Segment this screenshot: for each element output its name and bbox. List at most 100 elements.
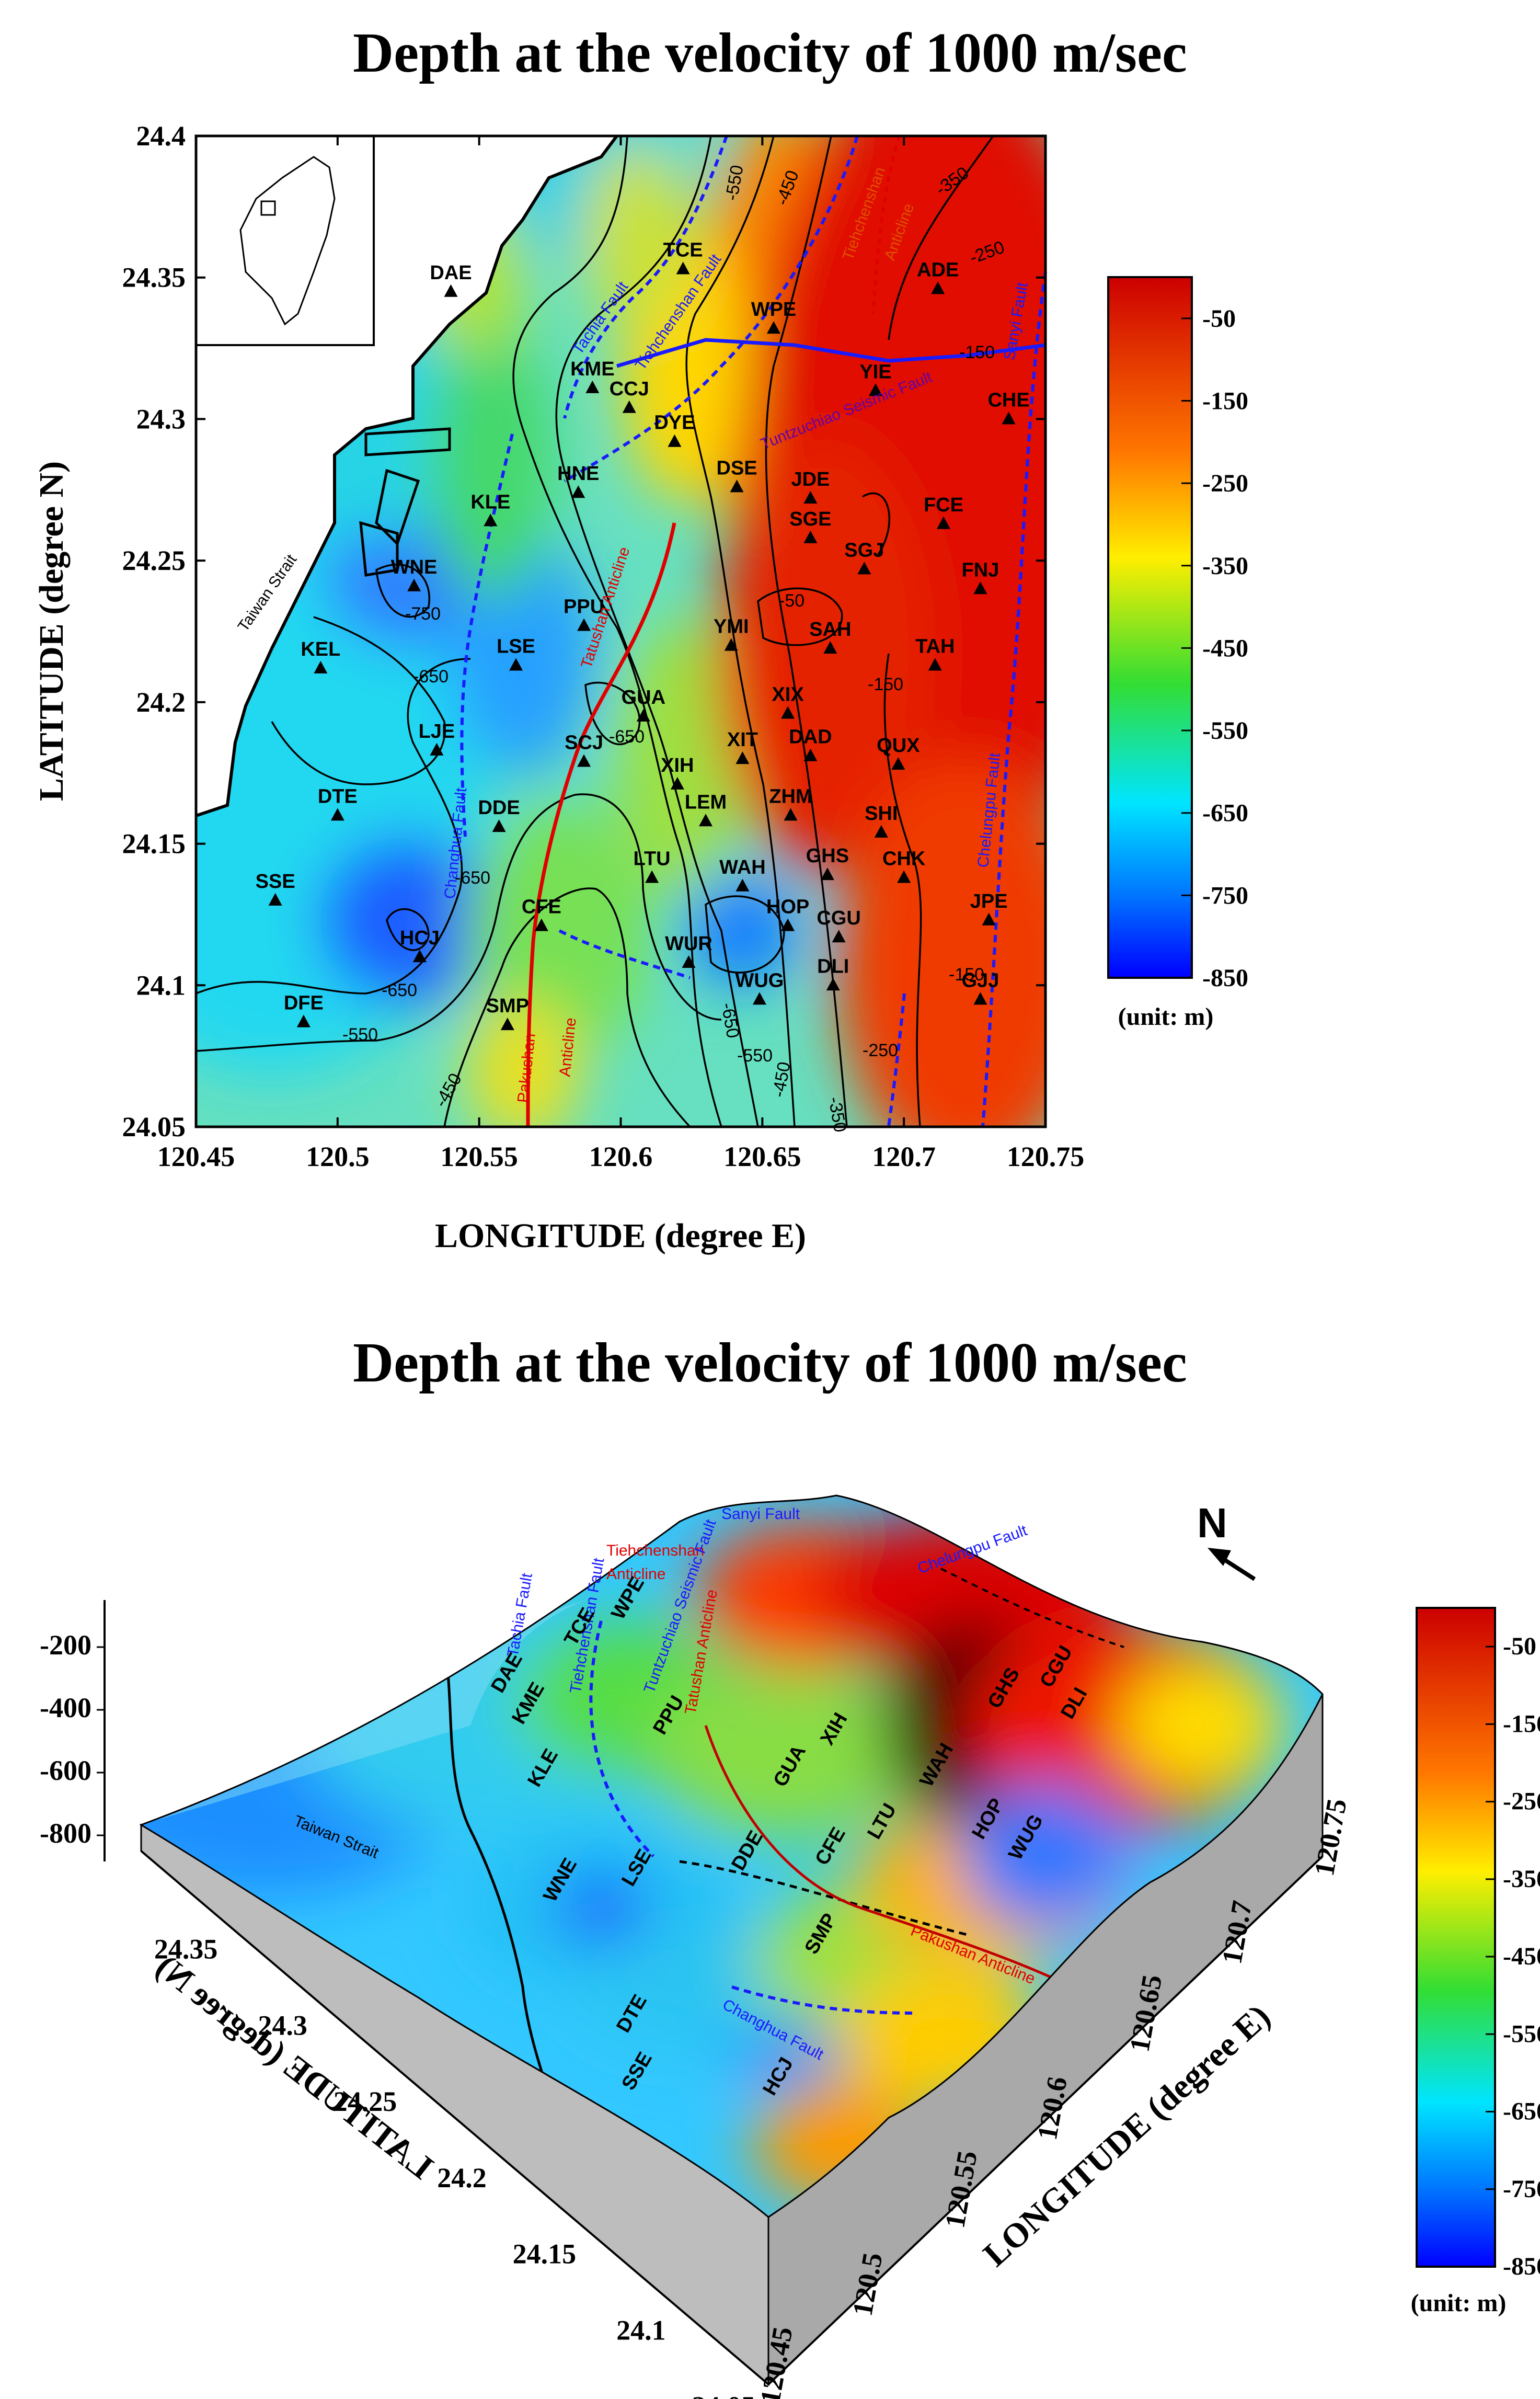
station-marker: [682, 955, 696, 968]
colorbar-tick-label: -450: [1202, 634, 1248, 662]
station-marker: [857, 562, 871, 575]
colorbar-3d-tick-label: -850: [1503, 2253, 1540, 2280]
colorbar-tick-label: -50: [1202, 305, 1236, 333]
colorbar-3d-ticks: -50 -150 -250 -350 -450 -550 -650 -750 -850: [1486, 1632, 1540, 2280]
z-tick-label: -800: [40, 1818, 91, 1849]
y-axis-ticks: 24.05 24.1 24.15 24.2 24.25 24.3 24.35 24.4: [122, 120, 1045, 1143]
heatmap-field: [196, 136, 1045, 1127]
station-label: YMI: [714, 616, 749, 638]
y-tick-label: 24.15: [122, 828, 186, 860]
station-marker: [823, 641, 837, 654]
station-label: QUX: [877, 735, 920, 757]
x-axis-title: LONGITUDE (degree E): [435, 1217, 806, 1255]
svg-text:-750: -750: [405, 604, 441, 624]
colorbar-tick-label: -550: [1202, 717, 1248, 745]
station-marker: [534, 918, 548, 931]
station-marker: [869, 383, 882, 396]
colorbar-ticks: -50 -150 -250 -350 -450 -550 -650 -750 -850: [1181, 305, 1248, 992]
station-marker: [330, 808, 344, 821]
station-label: KLE: [470, 491, 510, 513]
x-axis-ticks: 120.45 120.5 120.55 120.6 120.65 120.7 120.75: [157, 136, 1085, 1172]
station-label: ZHM: [769, 785, 812, 807]
station-marker: [670, 776, 684, 790]
station-marker: [803, 491, 818, 504]
colorbar: [1107, 276, 1193, 979]
station-label: SCJ: [565, 732, 603, 754]
x-tick-label: 120.75: [1007, 1141, 1085, 1172]
station-label: SGJ: [844, 539, 884, 561]
svg-text:Anticline: Anticline: [606, 1566, 665, 1583]
station-label: GJJ: [962, 969, 999, 991]
station-label: KME: [570, 358, 614, 380]
station-marker: [832, 930, 846, 943]
station-label: CHE: [987, 389, 1029, 411]
surface-field: [141, 1495, 1323, 2217]
station-marker: [973, 581, 987, 595]
colorbar-3d-tick-label: -150: [1503, 1710, 1540, 1738]
station-marker: [500, 1018, 514, 1031]
lat-tick-label-3d: 24.3: [258, 2009, 307, 2041]
y-tick-label: 24.05: [122, 1111, 186, 1143]
station-label: WUG: [735, 969, 784, 991]
station-label: DSE: [717, 457, 757, 479]
lat-tick-label-3d: 24.35: [154, 1934, 218, 1965]
station-label: SHI: [865, 803, 898, 825]
svg-text:-650: -650: [455, 868, 490, 888]
station-marker: [803, 530, 818, 543]
station-label: XIH: [661, 755, 694, 776]
svg-text:-550: -550: [737, 1046, 773, 1066]
station-label: ADE: [917, 259, 959, 281]
station-marker: [668, 434, 682, 447]
colorbar-tick-label: -850: [1202, 964, 1248, 992]
fault-lines: [460, 135, 1047, 1127]
station-marker: [891, 757, 905, 770]
station-marker: [730, 479, 744, 493]
station-marker: [931, 281, 945, 294]
station-label: JDE: [791, 469, 830, 490]
station-marker: [636, 709, 650, 722]
y-tick-label: 24.3: [136, 403, 186, 435]
surface-outline: [139, 1494, 1324, 2218]
bottom-chart-title: Depth at the velocity of 1000 m/sec: [353, 1332, 1187, 1394]
svg-text:-650: -650: [609, 727, 645, 747]
colorbar-3d-tick-label: -250: [1503, 1788, 1540, 1815]
colorbar-3d-tick-label: -650: [1503, 2098, 1540, 2126]
station-label: TAH: [915, 635, 955, 657]
station-marker: [735, 751, 750, 764]
station-label: SGE: [789, 508, 831, 530]
station-marker: [268, 893, 282, 906]
svg-text:-650: -650: [382, 980, 417, 1000]
station-label: CGU: [817, 907, 860, 929]
lat-tick-label-3d: 24.2: [437, 2162, 487, 2194]
station-label: WAH: [719, 856, 766, 878]
inset-taiwan-map: [195, 135, 375, 346]
station-label: CHK: [882, 848, 926, 870]
station-marker: [897, 870, 911, 883]
svg-text:-50: -50: [779, 591, 805, 611]
station-label: JPE: [970, 890, 1008, 912]
station-label: TCE: [663, 239, 703, 261]
station-label: SMP: [486, 995, 529, 1017]
colorbar-3d-unit: (unit: m): [1411, 2289, 1507, 2317]
station-label: DYE: [654, 412, 695, 434]
colorbar-3d-tick-label: -550: [1503, 2020, 1540, 2048]
station-marker: [928, 658, 942, 671]
lat-tick-label-3d: 24.25: [334, 2086, 397, 2117]
station-marker: [767, 321, 780, 334]
lat-axis-line: [140, 1850, 769, 2385]
station-label: FNJ: [962, 559, 999, 581]
station-marker: [973, 992, 987, 1005]
colorbar-tick-label: -750: [1202, 882, 1248, 909]
contour-lines: [196, 135, 994, 1128]
station-label: GHS: [806, 845, 849, 867]
z-axis-ticks: -200 -400 -600 -800: [40, 1629, 105, 1849]
x-tick-label: 120.45: [157, 1141, 235, 1172]
svg-text:-550: -550: [342, 1025, 378, 1045]
lon-axis-line: [767, 1855, 1324, 2385]
x-tick-label: 120.55: [440, 1141, 518, 1172]
station-label: SSE: [256, 871, 295, 893]
svg-text:-150: -150: [959, 342, 995, 362]
station-marker: [484, 513, 498, 527]
station-marker: [735, 878, 750, 892]
